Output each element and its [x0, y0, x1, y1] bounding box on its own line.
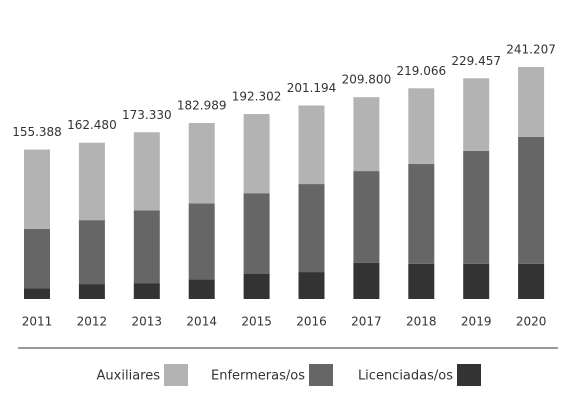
bar-segment	[24, 288, 50, 299]
total-label: 209.800	[342, 73, 392, 87]
bar-segment	[24, 228, 50, 289]
bar-segment	[298, 272, 325, 299]
total-label: 162.480	[67, 118, 117, 132]
total-label: 173.330	[122, 108, 172, 122]
bar-segment	[133, 210, 160, 284]
x-tick-label: 2017	[351, 315, 382, 329]
x-tick-label: 2011	[22, 315, 53, 329]
bar-segment	[298, 184, 325, 273]
legend-swatch	[164, 364, 188, 386]
x-tick-label: 2014	[186, 315, 217, 329]
bar-segment	[188, 279, 215, 299]
bar-segment	[133, 132, 160, 211]
bar-segment	[243, 193, 270, 274]
total-label: 182.989	[177, 98, 227, 112]
total-label: 192.302	[232, 90, 282, 104]
bar-segment	[408, 88, 435, 164]
x-tick-label: 2013	[132, 315, 163, 329]
legend-swatch	[309, 364, 333, 386]
bar-segment	[188, 122, 215, 204]
legend-label: Enfermeras/os	[211, 369, 305, 384]
bar-segment	[243, 114, 270, 194]
total-label: 241.207	[506, 43, 556, 57]
legend-swatch	[457, 364, 481, 386]
total-label: 155.388	[12, 125, 62, 139]
bar-segment	[24, 149, 50, 229]
total-label: 201.194	[287, 81, 337, 95]
bar-segment	[408, 163, 435, 264]
bar-segment	[518, 263, 545, 299]
legend-label: Licenciadas/os	[358, 369, 453, 384]
bar-segment	[353, 171, 380, 263]
legend-label: Auxiliares	[97, 369, 161, 384]
x-tick-label: 2015	[241, 315, 272, 329]
bar-segment	[243, 273, 270, 299]
total-label: 219.066	[396, 64, 446, 78]
bar-segment	[78, 284, 105, 299]
total-label: 229.457	[451, 54, 501, 68]
bar-segment	[463, 150, 490, 264]
bar-segment	[463, 263, 490, 299]
bar-segment	[78, 220, 105, 285]
bar-segment	[188, 203, 215, 280]
x-tick-label: 2016	[296, 315, 327, 329]
x-tick-label: 2019	[461, 315, 492, 329]
x-tick-label: 2020	[516, 315, 547, 329]
bar-segment	[133, 283, 160, 299]
bar-segment	[298, 105, 325, 185]
bar-segment	[353, 262, 380, 299]
bar-segment	[518, 136, 545, 264]
bar-segment	[463, 78, 490, 151]
bar-segment	[518, 67, 545, 137]
bar-segment	[408, 263, 435, 299]
bar-segment	[78, 142, 105, 221]
x-tick-label: 2012	[77, 315, 108, 329]
x-tick-label: 2018	[406, 315, 437, 329]
bar-segment	[353, 97, 380, 172]
